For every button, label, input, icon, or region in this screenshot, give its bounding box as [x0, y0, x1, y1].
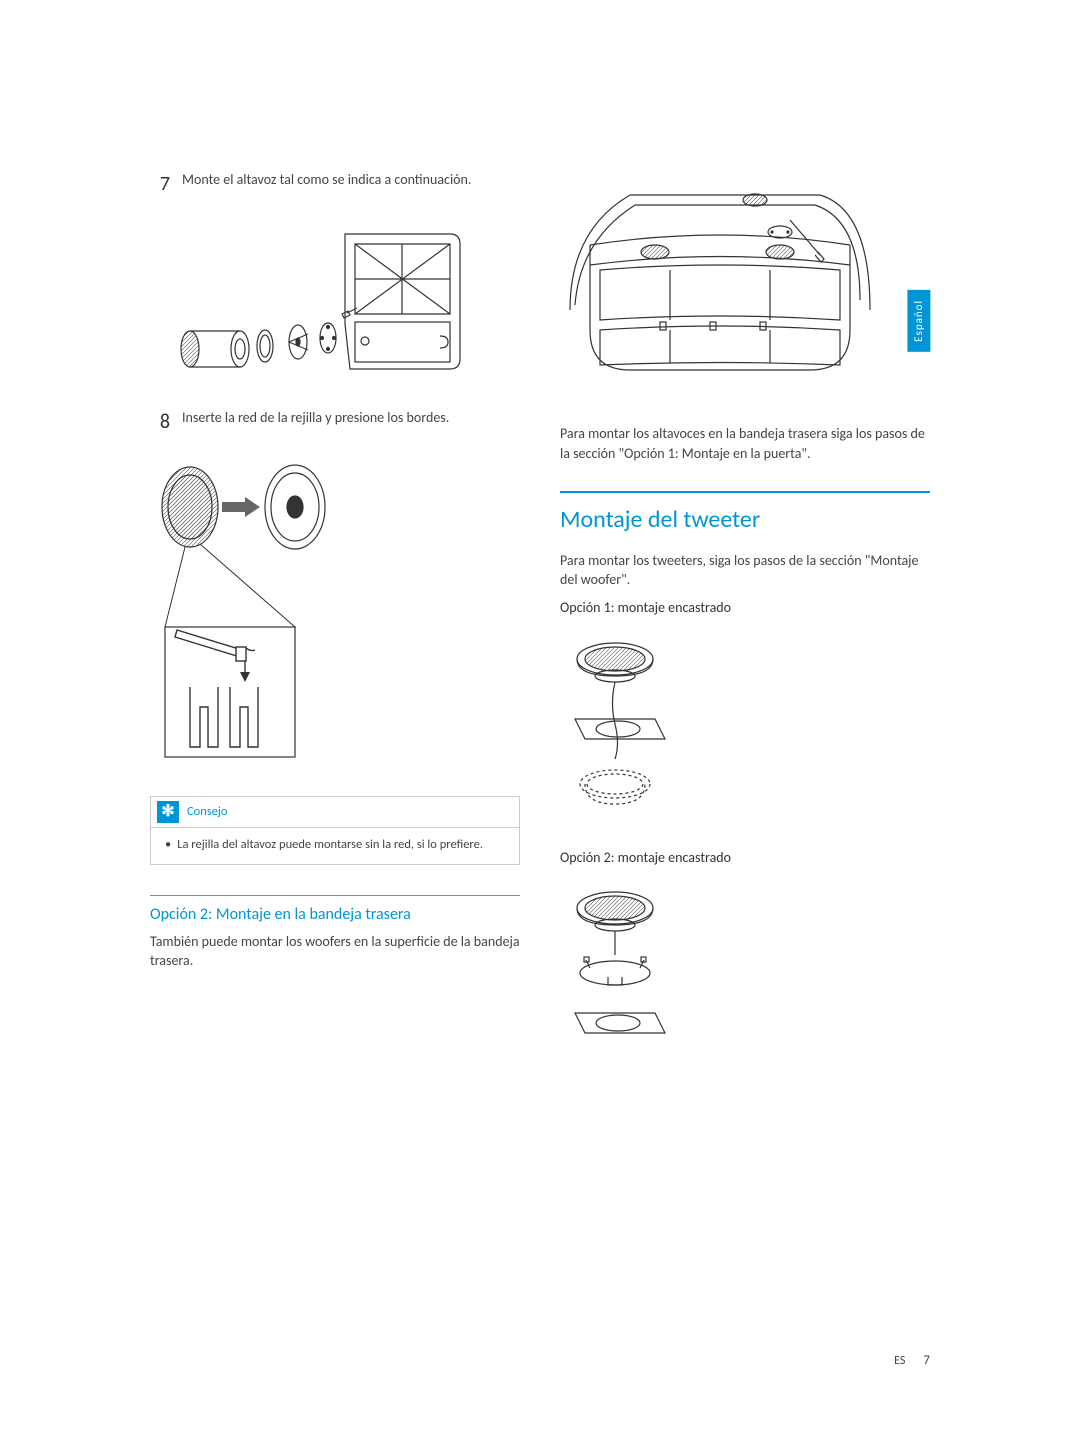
- asterisk-icon: ✻: [157, 801, 179, 823]
- step-text: Inserte la red de la rejilla y presione …: [182, 408, 449, 436]
- option2-heading: Opción 2: Montaje en la bandeja trasera: [150, 904, 520, 926]
- figure-tweeter-flush-1: [560, 634, 930, 824]
- tweeter-heading: Montaje del tweeter: [560, 503, 930, 537]
- section-divider: [150, 895, 520, 896]
- page-footer: ES 7: [894, 1352, 930, 1370]
- figure-grille: [150, 452, 520, 772]
- tweeter-opt1-label: Opción 1: montaje encastrado: [560, 598, 930, 618]
- language-tab: Español: [907, 290, 930, 352]
- tweeter-opt2-label: Opción 2: montaje encastrado: [560, 848, 930, 868]
- content-columns: 7 Monte el altavoz tal como se indica a …: [150, 170, 930, 1107]
- tip-body: •La rejilla del altavoz puede montarse s…: [151, 828, 519, 864]
- tip-header: ✻ Consejo: [151, 797, 519, 828]
- tweeter-intro: Para montar los tweeters, siga los pasos…: [560, 551, 930, 590]
- figure-rear-shelf: [560, 170, 930, 400]
- step-number: 7: [150, 170, 170, 198]
- footer-lang: ES: [894, 1353, 905, 1370]
- step-number: 8: [150, 408, 170, 436]
- figure-door-mount: [150, 214, 520, 384]
- major-divider: [560, 491, 930, 493]
- step-8: 8 Inserte la red de la rejilla y presion…: [150, 408, 520, 436]
- step-7: 7 Monte el altavoz tal como se indica a …: [150, 170, 520, 198]
- figure-tweeter-flush-2: [560, 883, 930, 1083]
- tip-box: ✻ Consejo •La rejilla del altavoz puede …: [150, 796, 520, 865]
- footer-page: 7: [923, 1352, 930, 1370]
- left-column: 7 Monte el altavoz tal como se indica a …: [150, 170, 520, 1107]
- right-column: Para montar los altavoces en la bandeja …: [560, 170, 930, 1107]
- step-text: Monte el altavoz tal como se indica a co…: [182, 170, 471, 198]
- tip-title: Consejo: [187, 803, 228, 821]
- option2-body: También puede montar los woofers en la s…: [150, 932, 520, 971]
- rear-shelf-intro: Para montar los altavoces en la bandeja …: [560, 424, 930, 463]
- tip-text: La rejilla del altavoz puede montarse si…: [177, 836, 483, 854]
